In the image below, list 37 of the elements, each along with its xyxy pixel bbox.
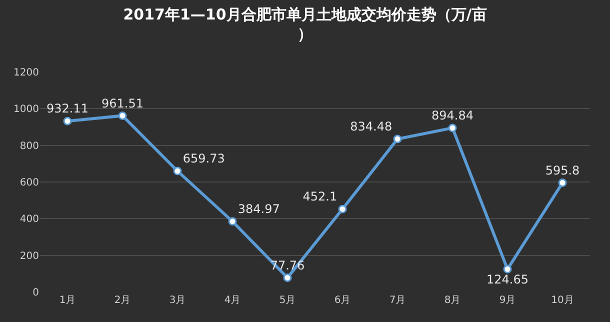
data-label: 932.11 — [46, 102, 88, 116]
x-tick-label: 5月 — [279, 295, 296, 306]
data-label: 659.73 — [182, 152, 225, 166]
x-tick-label: 9月 — [499, 295, 516, 306]
data-label: 595.8 — [545, 163, 580, 178]
data-label: 834.48 — [350, 120, 392, 134]
point — [173, 166, 182, 176]
y-tick-label: 400 — [20, 214, 39, 226]
x-tick-label: 6月 — [334, 295, 351, 306]
y-tick-label: 0 — [32, 288, 39, 298]
y-tick-label: 600 — [20, 178, 39, 188]
point — [63, 116, 72, 126]
y-tick-label: 1000 — [14, 104, 39, 116]
point — [228, 217, 237, 226]
point — [338, 204, 347, 214]
data-label: 452.1 — [302, 190, 338, 204]
y-tick-label: 200 — [20, 250, 39, 262]
x-tick-label: 3月 — [169, 295, 186, 306]
data-label: 124.65 — [486, 272, 528, 287]
x-tick-label: 4月 — [224, 295, 241, 306]
y-tick-label: 800 — [20, 140, 39, 152]
x-tick-label: 1月 — [59, 295, 76, 306]
x-tick-label: 2月 — [114, 295, 131, 306]
point — [558, 178, 567, 188]
data-label: 894.84 — [432, 108, 474, 123]
point — [448, 124, 457, 132]
x-tick-label: 10月 — [551, 295, 574, 306]
point — [393, 134, 402, 144]
data-label: 384.97 — [238, 202, 280, 216]
chart-title: 2017年1—10月合肥市单月土地成交均价走势（万/亩） — [123, 5, 487, 43]
point — [118, 111, 127, 120]
point — [283, 273, 292, 282]
data-label: 961.51 — [102, 96, 144, 110]
x-tick-label: 7月 — [389, 295, 406, 306]
point — [503, 264, 512, 274]
y-tick-label: 1200 — [14, 68, 39, 78]
x-tick-label: 8月 — [444, 295, 461, 306]
